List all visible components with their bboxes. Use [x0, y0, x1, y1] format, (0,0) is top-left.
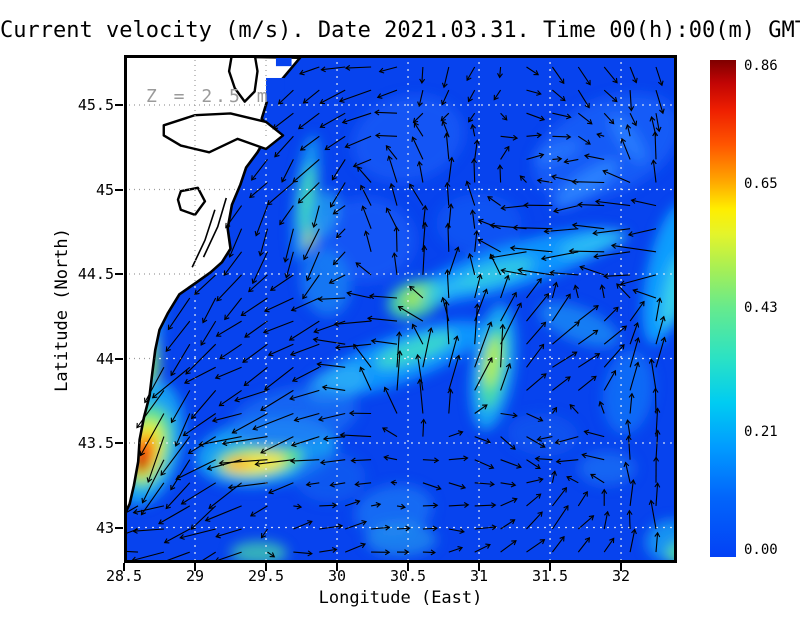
colorbar-tick-label: 0.21 — [744, 423, 778, 440]
y-tick — [115, 188, 123, 191]
x-axis-label: Longitude (East) — [318, 588, 483, 608]
coastal-lagoon-line — [191, 209, 216, 268]
depth-annotation: Z = 2.5 m — [146, 86, 271, 107]
colorbar-gradient — [710, 60, 736, 557]
lagoon-water — [266, 77, 285, 102]
y-tick — [115, 357, 123, 360]
x-tick-label: 32 — [612, 567, 631, 585]
lagoon-outline — [176, 186, 207, 217]
y-tick-label: 43.5 — [77, 434, 114, 452]
coastal-lagoon-line — [202, 197, 228, 258]
colorbar-tick-label: 0.86 — [744, 58, 778, 74]
y-tick — [115, 442, 123, 444]
y-tick — [115, 104, 123, 107]
x-tick — [478, 563, 481, 571]
y-tick-label: 45.5 — [77, 96, 114, 115]
plot-title: Current velocity (m/s). Date 2021.03.31.… — [0, 18, 800, 43]
lagoon-outline — [162, 112, 285, 154]
map-plot — [103, 53, 696, 573]
y-tick — [115, 273, 123, 276]
x-tick-label: 30.5 — [389, 567, 427, 585]
x-tick-label: 31.5 — [531, 567, 569, 585]
x-tick — [265, 563, 267, 571]
x-tick-label: 29.5 — [247, 567, 285, 585]
x-tick — [407, 563, 410, 571]
current-vectors — [103, 64, 667, 573]
y-tick-label: 44.5 — [77, 265, 114, 284]
y-tick-label: 43 — [95, 518, 114, 537]
x-tick-label: 30 — [327, 567, 347, 585]
colorbar-tick-label: 0.00 — [744, 542, 778, 558]
x-tick-label: 31 — [470, 567, 489, 585]
y-tick — [115, 526, 123, 529]
map-canvas — [103, 53, 696, 573]
x-tick-label: 28.5 — [105, 567, 143, 585]
y-tick-label: 44 — [95, 349, 114, 368]
lagoon-water — [275, 54, 292, 67]
x-tick-label: 29 — [185, 567, 205, 585]
x-tick — [549, 563, 552, 571]
colorbar-tick-label: 0.65 — [744, 176, 778, 193]
x-tick — [336, 563, 339, 571]
colorbar-tick-label: 0.43 — [744, 300, 778, 316]
x-tick — [123, 563, 125, 571]
y-tick-label: 45 — [95, 180, 114, 199]
x-tick — [620, 563, 623, 571]
plot-frame — [124, 55, 677, 563]
x-tick — [194, 563, 196, 571]
